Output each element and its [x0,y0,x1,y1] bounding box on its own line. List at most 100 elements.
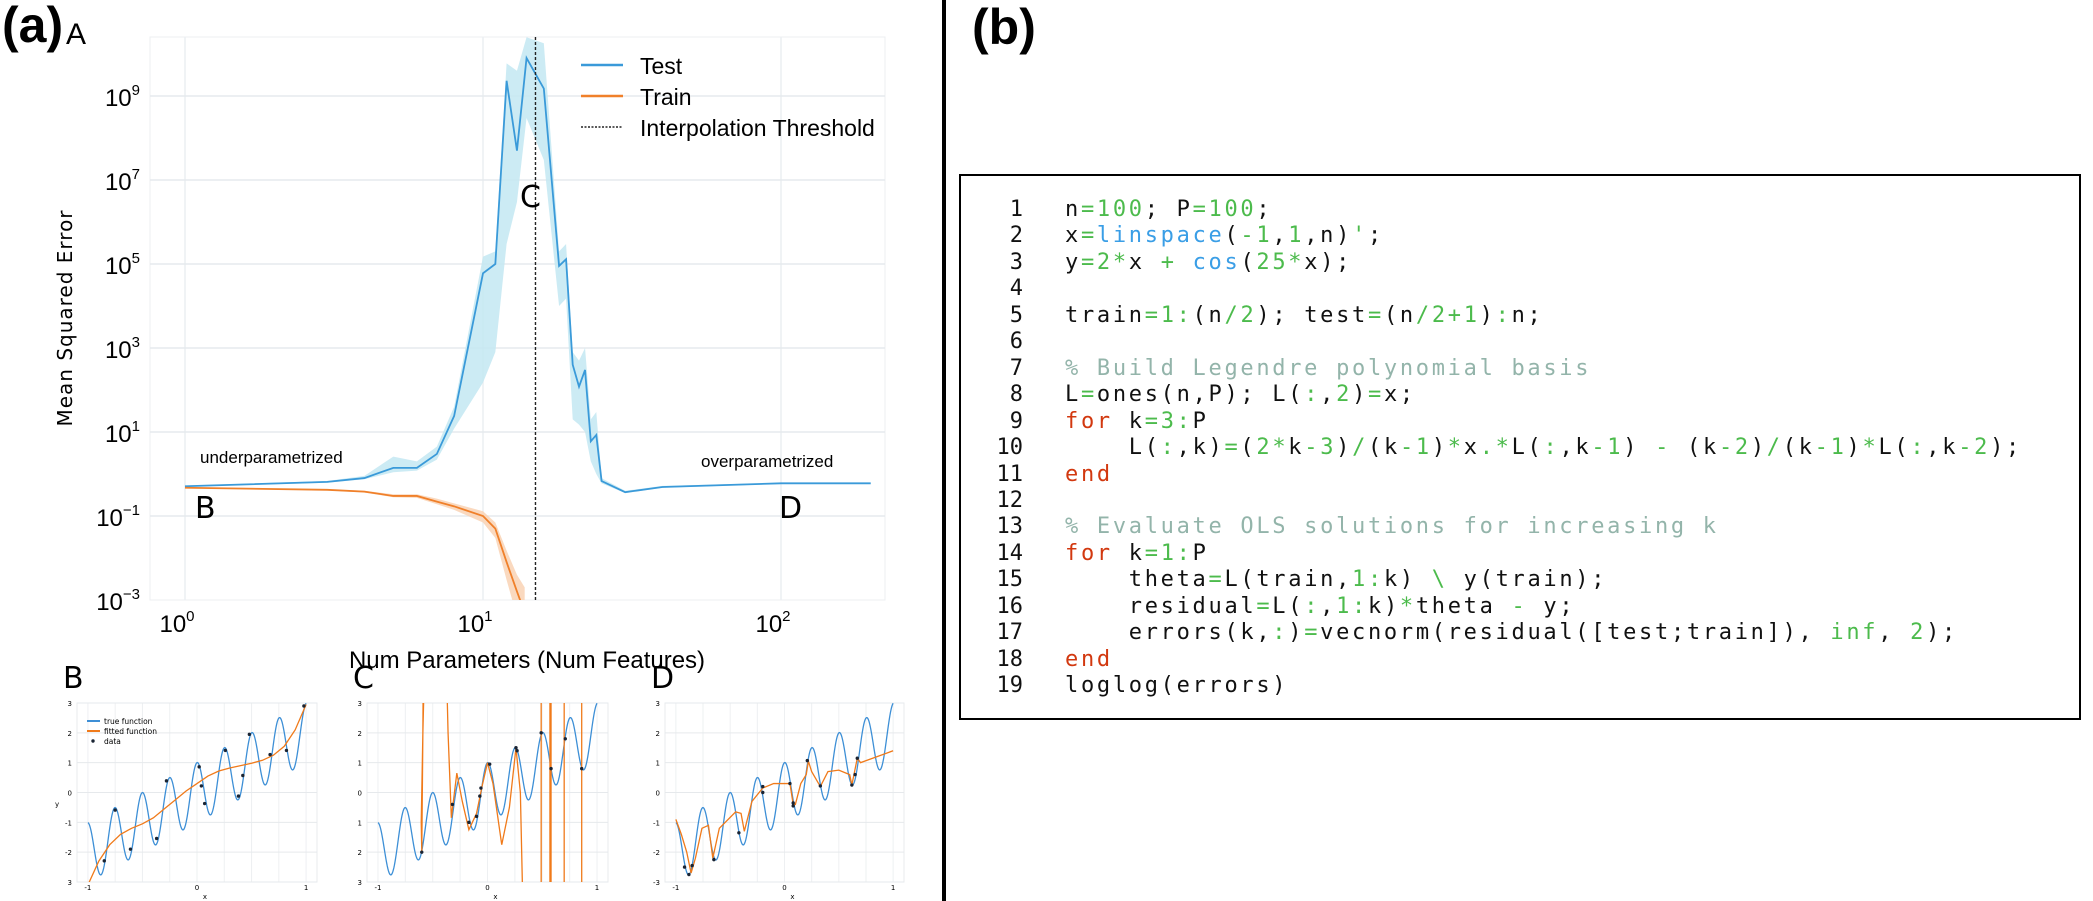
data-point [197,765,201,769]
code-text: end [1065,461,1113,487]
panel-label-b: (b) [972,0,1036,55]
y-tick-label: 3 [68,700,72,708]
line-number: 6 [1009,329,1023,355]
y-tick-label: -1 [65,819,72,827]
y-tick-label: 3 [68,879,72,887]
code-line: 7 % Build Legendre polynomial basis [961,356,1591,382]
tick-base: 10 [105,421,132,448]
y-tick-label: 10−3 [96,586,140,616]
y-tick-label: -2 [65,849,72,857]
line-number: 18 [996,646,1024,672]
code-text: end [1065,646,1113,672]
line-number: 3 [1009,249,1023,275]
x-axis-label: x [790,893,794,901]
x-tick-label: -1 [672,884,679,892]
x-axis-label: x [203,893,207,901]
x-tick-label: 1 [304,884,308,892]
line-number: 15 [996,567,1024,593]
data-point [580,766,584,771]
line-number: 5 [1009,302,1023,328]
tick-exp: 1 [132,418,140,435]
data-point [761,784,765,789]
legend-label: Interpolation Threshold [640,115,875,141]
legend-label: Test [640,53,683,79]
tick-base: 10 [105,169,132,196]
data-point [223,748,228,753]
x-tick-label: 1 [595,884,599,892]
data-point [236,794,241,798]
tick-base: 10 [755,611,782,638]
line-number: 7 [1009,355,1023,381]
data-point [128,847,133,851]
code-text: L=ones(n,P); L(:,2)=x; [1065,382,1416,408]
y-tick-label: 2 [68,730,72,738]
data-point [791,804,795,808]
code-line: 16 residual=L(:,1:k)*theta - y; [961,594,1575,620]
subplot-area-c [377,703,598,882]
x-tick-label: -1 [374,884,381,892]
x-tick-label: 102 [755,608,790,638]
line-number: 19 [996,673,1024,699]
code-line: 14 for k=1:P [961,541,1209,567]
code-text: loglog(errors) [1065,673,1289,699]
code-line: 19 loglog(errors) [961,673,1288,699]
code-line: 1 n=100; P=100; [961,197,1272,223]
code-text: residual=L(:,1:k)*theta - y; [1065,593,1576,619]
tick-base: 10 [105,253,132,280]
data-point [284,748,289,753]
code-text: theta=L(train,1:k) \ y(train); [1065,567,1608,593]
annotation-b: B [195,491,216,526]
code-text: for k=1:P [1065,540,1209,566]
data-point [850,783,854,787]
tick-base: 10 [96,589,123,616]
data-point [514,746,518,750]
code-text: x=linspace(-1,1,n)'; [1065,223,1384,249]
y-tick-label: 2 [656,730,660,738]
tick-exp: 7 [132,166,140,183]
y-axis-label: y [55,801,59,809]
y-tick-label: 10−1 [96,502,140,532]
code-line: 11 end [961,462,1113,488]
code-line: 3 y=2*x + cos(25*x); [961,250,1352,276]
fitted-function-line [675,750,894,874]
data-point [682,865,687,869]
y-tick-label: 1 [68,760,72,768]
panel-label-a: (a) [2,0,64,53]
true-function-line [87,703,307,876]
annotation-c: C [520,180,541,215]
data-point [791,801,795,805]
line-number: 14 [996,540,1024,566]
train-line [184,486,522,600]
tick-base: 10 [457,611,484,638]
y-tick-label: 1 [656,760,660,768]
line-number: 9 [1009,408,1023,434]
x-axis-label: x [493,893,497,901]
data-point [805,758,810,763]
y-tick-label: 1 [358,819,362,827]
line-number: 1 [1009,197,1023,222]
data-point [450,802,455,807]
subplot-area-d [675,703,894,877]
y-tick-label: 1 [358,760,362,768]
data-point [199,784,204,788]
line-number: 2 [1009,223,1023,249]
x-tick-label: 101 [457,608,492,638]
data-point [539,731,543,735]
data-point [687,872,691,877]
tick-exp: 0 [186,608,194,625]
data-point [690,863,694,868]
y-tick-label: 3 [656,700,660,708]
line-number: 13 [996,514,1024,540]
tick-base: 10 [96,505,123,532]
code-text: % Build Legendre polynomial basis [1065,355,1592,381]
x-tick-label: 0 [782,884,786,892]
data-point [302,704,306,708]
line-number: 4 [1009,276,1023,302]
data-point [478,794,482,798]
line-number: 10 [996,435,1024,461]
y-tick-label: 3 [358,879,362,887]
code-line: 15 theta=L(train,1:k) \ y(train); [961,567,1607,593]
annotation-overparametrized: overparametrized [701,452,833,471]
tick-exp: 9 [132,82,140,99]
legend-label: fitted function [104,727,157,736]
